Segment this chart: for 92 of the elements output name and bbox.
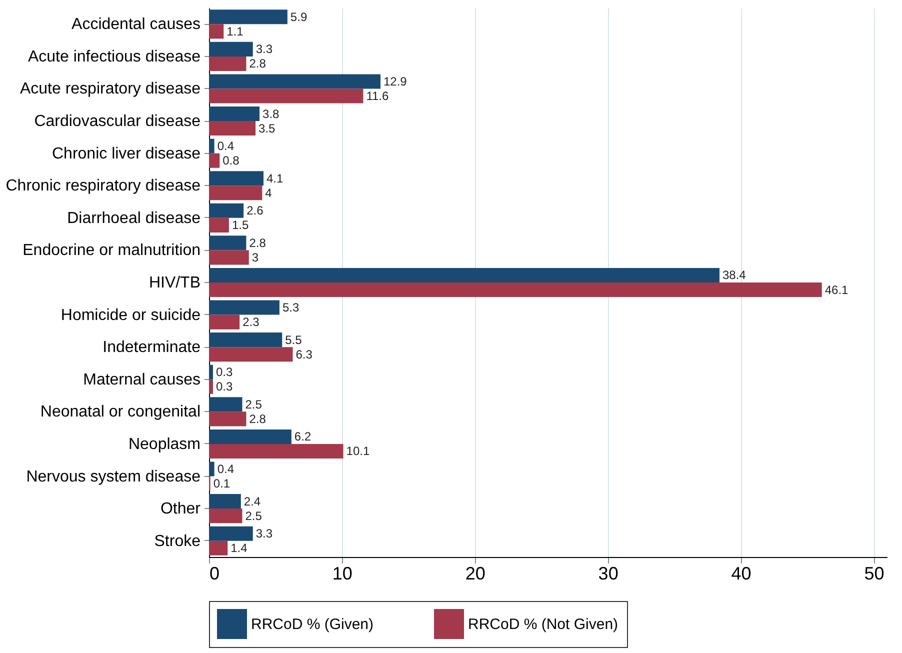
data-label: 3 bbox=[252, 250, 259, 264]
data-label: 11.6 bbox=[366, 89, 390, 103]
y-tick-label: Cardiovascular disease bbox=[34, 113, 201, 130]
data-label: 3.3 bbox=[256, 526, 273, 541]
data-label: 2.3 bbox=[242, 315, 260, 330]
y-tick-label: Endocrine or malnutrition bbox=[22, 242, 200, 260]
data-label: 5.5 bbox=[285, 332, 302, 347]
bar bbox=[209, 314, 240, 330]
bar bbox=[209, 106, 260, 122]
bar bbox=[209, 397, 242, 412]
bar bbox=[209, 364, 213, 380]
data-label: 12.9 bbox=[383, 74, 408, 88]
legend-label: RRCoD % (Given) bbox=[251, 616, 374, 633]
y-tick-label: Stroke bbox=[154, 532, 201, 550]
bar bbox=[209, 268, 720, 282]
bar bbox=[209, 203, 244, 218]
y-tick-label: Chronic respiratory disease bbox=[6, 178, 201, 195]
y-tick-label: HIV/TB bbox=[148, 274, 200, 292]
data-label: 0.4 bbox=[217, 139, 234, 154]
bar bbox=[209, 412, 246, 426]
x-tick-label: 30 bbox=[598, 564, 618, 584]
y-tick-label: Maternal causes bbox=[83, 371, 200, 388]
data-label: 38.4 bbox=[722, 268, 746, 282]
bar bbox=[209, 347, 293, 362]
data-label: 6.3 bbox=[296, 347, 313, 362]
data-label: 0.4 bbox=[217, 462, 234, 476]
bar bbox=[209, 121, 256, 136]
data-label: 3.5 bbox=[258, 121, 276, 136]
data-label: 4 bbox=[265, 186, 272, 200]
data-label: 2.8 bbox=[249, 236, 266, 250]
bar bbox=[209, 138, 214, 154]
data-label: 5.9 bbox=[290, 10, 308, 24]
data-label: 1.1 bbox=[226, 24, 244, 38]
x-tick-label: 10 bbox=[332, 564, 352, 584]
bar bbox=[209, 236, 246, 250]
bar bbox=[209, 300, 280, 315]
bar bbox=[209, 74, 380, 89]
data-label: 10.1 bbox=[346, 444, 370, 458]
bar bbox=[209, 56, 246, 71]
bar bbox=[209, 171, 264, 186]
data-label: 2.4 bbox=[244, 494, 261, 508]
data-label: 5.3 bbox=[282, 300, 300, 315]
bar bbox=[209, 282, 822, 298]
bar bbox=[209, 444, 344, 459]
bar bbox=[209, 332, 282, 348]
y-tick-label: Acute infectious disease bbox=[28, 48, 201, 66]
x-tick-label: 0 bbox=[210, 564, 220, 584]
legend-label: RRCoD % (Not Given) bbox=[468, 616, 618, 633]
y-tick-label: Accidental causes bbox=[72, 16, 200, 34]
bar bbox=[209, 250, 249, 265]
bar bbox=[209, 494, 241, 509]
bar bbox=[209, 526, 253, 541]
data-label: 0.1 bbox=[213, 476, 230, 491]
data-label: 0.3 bbox=[216, 365, 233, 380]
y-tick-label: Indeterminate bbox=[102, 339, 201, 356]
bar bbox=[209, 153, 220, 168]
data-label: 2.8 bbox=[249, 412, 266, 426]
data-label: 2.6 bbox=[246, 204, 264, 218]
data-label: 6.2 bbox=[294, 430, 312, 444]
data-label: 0.8 bbox=[222, 154, 240, 168]
data-label: 0.3 bbox=[216, 380, 233, 394]
data-label: 1.4 bbox=[230, 541, 248, 556]
y-tick-label: Chronic liver disease bbox=[52, 145, 201, 162]
data-label: 2.5 bbox=[245, 397, 262, 412]
data-label: 2.8 bbox=[249, 56, 266, 71]
data-label: 4.1 bbox=[266, 171, 284, 186]
y-tick-label: Homicide or suicide bbox=[60, 306, 201, 324]
data-label: 3.8 bbox=[262, 106, 280, 121]
data-label: 3.3 bbox=[256, 42, 273, 56]
y-tick-label: Neonatal or congenital bbox=[40, 404, 200, 421]
data-label: 1.5 bbox=[232, 218, 249, 232]
y-tick-label: Neoplasm bbox=[128, 436, 200, 453]
bar bbox=[209, 10, 288, 24]
data-label: 2.5 bbox=[245, 508, 262, 523]
bar bbox=[209, 186, 262, 200]
bar bbox=[209, 379, 213, 394]
bar bbox=[209, 88, 364, 104]
x-tick-label: 50 bbox=[864, 564, 884, 584]
y-tick-label: Other bbox=[160, 500, 202, 518]
bar bbox=[209, 540, 228, 556]
y-tick-label: Diarrhoeal disease bbox=[67, 210, 201, 227]
x-tick-label: 20 bbox=[465, 564, 486, 584]
data-label: 46.1 bbox=[824, 282, 849, 297]
bar bbox=[209, 508, 242, 524]
bar bbox=[209, 24, 224, 39]
x-tick-label: 40 bbox=[731, 564, 752, 584]
y-tick-label: Nervous system disease bbox=[26, 468, 201, 486]
bar bbox=[209, 462, 214, 476]
bar bbox=[209, 429, 292, 444]
y-tick-label: Acute respiratory disease bbox=[20, 80, 201, 98]
bar bbox=[209, 218, 229, 232]
bar bbox=[209, 42, 253, 56]
